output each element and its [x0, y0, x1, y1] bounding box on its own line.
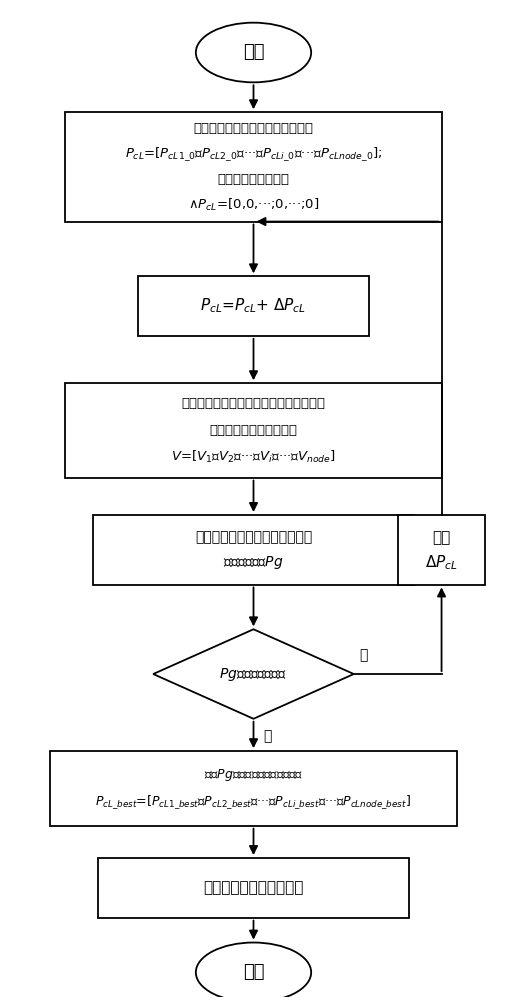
Polygon shape: [153, 629, 354, 719]
Bar: [397, 515, 485, 585]
Bar: [138, 276, 369, 336]
Ellipse shape: [196, 23, 311, 82]
Text: $P_{cL}$=[$P_{cL1\_0}$，$P_{cL2\_0}$，···，$P_{cLi\_0}$，···，$P_{cLnode\_0}$];: $P_{cL}$=[$P_{cL1\_0}$，$P_{cL2\_0}$，···，…: [125, 145, 382, 163]
Text: $\wedge P_{cL}$=[0,0,···;0,···;0]: $\wedge P_{cL}$=[0,0,···;0,···;0]: [188, 197, 319, 213]
Text: 将充电负荷接入配电网，进行配电网潮流: 将充电负荷接入配电网，进行配电网潮流: [182, 397, 325, 410]
Text: 得到评估指标$Pg$: 得到评估指标$Pg$: [223, 554, 284, 571]
Text: $\Delta P_{cL}$: $\Delta P_{cL}$: [425, 553, 458, 572]
Text: 给定各个配电网节点充电容量初值: 给定各个配电网节点充电容量初值: [194, 122, 313, 135]
Bar: [65, 112, 442, 222]
Text: 确定各节点充电设施数量: 确定各节点充电设施数量: [203, 880, 304, 895]
Ellipse shape: [196, 943, 311, 1000]
Bar: [50, 751, 457, 826]
Text: 开始: 开始: [243, 43, 264, 62]
Text: 得到$Pg$最优时节点充电功率向量: 得到$Pg$最优时节点充电功率向量: [204, 767, 303, 783]
Text: 结束: 结束: [243, 963, 264, 981]
Text: 修正: 修正: [432, 530, 451, 545]
Text: 计算，得到节点电压向量: 计算，得到节点电压向量: [209, 424, 298, 437]
Bar: [93, 515, 414, 585]
Text: $P_{cL}$=$P_{cL}$+ $\Delta P_{cL}$: $P_{cL}$=$P_{cL}$+ $\Delta P_{cL}$: [200, 297, 307, 315]
Bar: [98, 858, 409, 918]
Text: $Pg$是否达到最优？: $Pg$是否达到最优？: [220, 666, 287, 683]
Text: $P_{cL\_best}$=[$P_{cL1\_best}$，$P_{cL2\_best}$，···，$P_{cLi\_best}$，···，$P_{cLno: $P_{cL\_best}$=[$P_{cL1\_best}$，$P_{cL2\…: [95, 793, 412, 811]
Text: $V$=[$V_1$，$V_2$，···，$V_i$，···，$V_{node}$]: $V$=[$V_1$，$V_2$，···，$V_i$，···，$V_{node}…: [171, 449, 336, 465]
Text: 给定功率修正值初值: 给定功率修正值初值: [218, 173, 289, 186]
Text: 充电对配电网电压影响评估计算: 充电对配电网电压影响评估计算: [195, 530, 312, 544]
Text: 是: 是: [264, 729, 272, 743]
Text: 否: 否: [359, 648, 367, 662]
Bar: [65, 383, 442, 478]
